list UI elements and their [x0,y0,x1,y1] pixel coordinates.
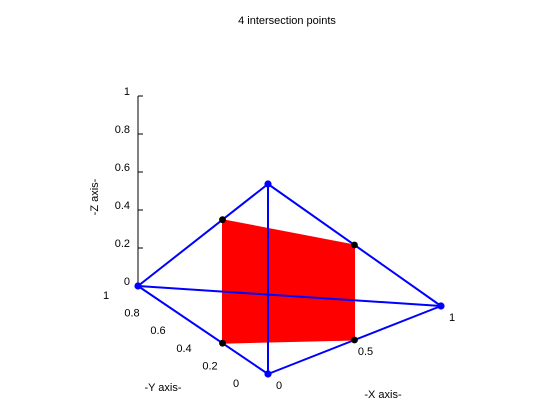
fill-layer [222,219,355,344]
intersection-point [219,339,226,347]
intersection-point [351,336,358,344]
y-tick-label: 0.2 [202,360,217,372]
tetrahedron-vertex [437,302,445,310]
x-tick-label: 0.5 [358,346,373,358]
x-tick-label: 1 [449,312,455,324]
tetrahedron-edge [137,183,269,287]
intersection-point [219,216,226,224]
x-axis-label: -X axis- [364,389,402,401]
z-tick-label: 0.8 [115,124,130,136]
y-tick-label: 0.6 [150,325,165,337]
tetrahedron-edge [137,285,269,375]
chart-title: 4 intersection points [238,15,336,27]
tetrahedron-vertex [264,370,272,378]
tetrahedron-vertex [264,180,272,188]
y-tick-label: 0 [233,378,239,390]
intersection-polygon [222,219,355,344]
tetrahedron-edge [137,285,442,307]
text-layer: 4 intersection points -X axis- -Y axis- … [89,15,402,401]
intersection-point [351,241,358,249]
z-tick-label: 1 [124,86,130,98]
z-axis-label: -Z axis- [89,178,101,215]
tetrahedron-vertex [134,282,142,290]
z-tick-label: 0.6 [115,162,130,174]
y-tick-label: 0.8 [124,308,139,320]
y-axis-label: -Y axis- [144,382,181,394]
axes-layer: 0 0.2 0.4 0.6 0.8 1 0 0.2 0.4 0.6 0.8 1 0 0.5 1 [103,86,455,392]
x-tick-label: 0 [276,380,282,392]
y-tick-label: 1 [103,290,109,302]
z-tick-label: 0.2 [115,238,130,250]
y-tick-label: 0.4 [176,343,191,355]
z-tick-label: 0 [124,276,130,288]
z-tick-label: 0.4 [115,200,130,212]
points-layer [134,180,445,378]
